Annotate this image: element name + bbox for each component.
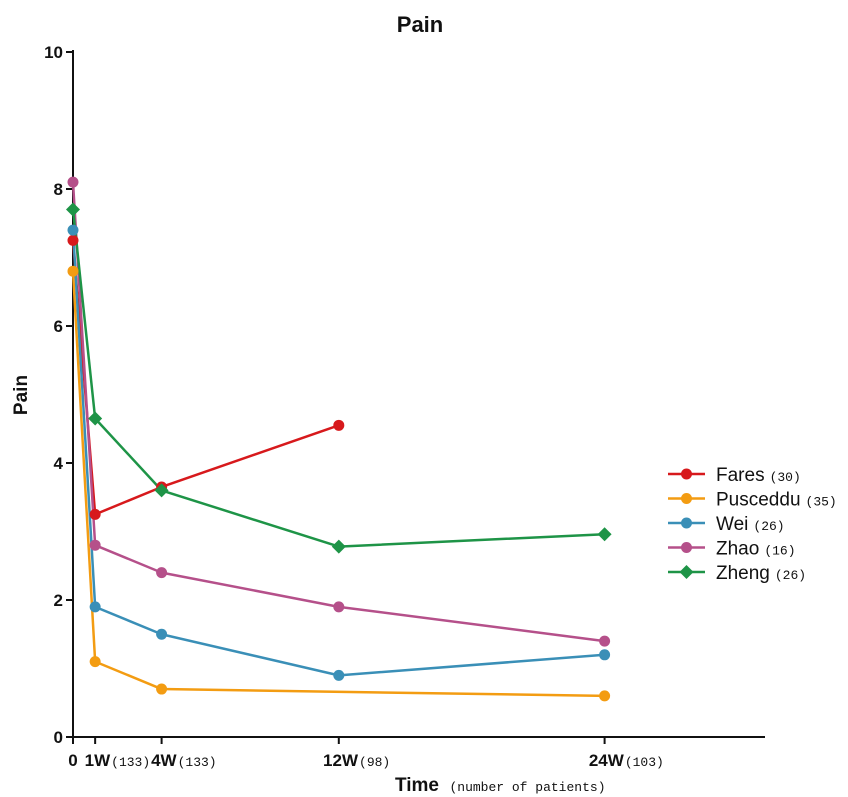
x-tick-count: (103) <box>625 755 664 770</box>
x-tick-label: 12W(98) <box>323 751 390 770</box>
y-tick-label: 6 <box>54 317 63 336</box>
legend-marker <box>681 517 692 529</box>
point-zhao <box>89 539 101 551</box>
point-wei <box>599 649 611 661</box>
point-wei <box>67 224 79 236</box>
legend-label: Fares (30) <box>716 465 801 486</box>
x-tick-label: 4W(133) <box>151 751 217 770</box>
legend-item-fares: Fares (30) <box>668 465 801 486</box>
point-zheng <box>597 527 612 542</box>
x-tick-count: (133) <box>111 755 150 770</box>
y-axis-label: Pain <box>11 375 32 415</box>
x-ticks: 0 1W(133) 4W(133) 12W(98) 24W(103) <box>68 737 664 770</box>
legend-marker <box>681 468 692 480</box>
point-zhao <box>156 567 168 579</box>
point-fares <box>89 508 101 520</box>
legend-label: Zheng (26) <box>716 563 806 584</box>
legend-marker <box>679 565 694 579</box>
y-tick-label: 8 <box>54 180 63 199</box>
legend-label: Zhao (16) <box>716 539 796 560</box>
legend-label: Pusceddu (35) <box>716 490 837 511</box>
legend-item-zheng: Zheng (26) <box>668 563 806 584</box>
x-tick-label: 0 <box>68 751 77 770</box>
legend-series-name: Wei <box>716 514 748 535</box>
x-tick-text: 0 <box>68 751 77 770</box>
y-ticks: 0 2 4 6 8 10 <box>44 43 73 747</box>
chart-title: Pain <box>397 12 443 37</box>
legend: Fares (30) Pusceddu (35) Wei (26) Zhao (16) Zhen… <box>668 465 837 584</box>
x-axis-title: Time (number of patients) <box>395 775 606 796</box>
x-tick-text: 4W <box>151 751 177 770</box>
series-markers <box>66 176 612 702</box>
series-line-zheng <box>71 209 605 548</box>
x-tick-label: 1W(133) <box>85 751 151 770</box>
point-pusceddu <box>89 656 101 668</box>
point-wei <box>89 601 101 613</box>
x-tick-text: 1W <box>85 751 111 770</box>
x-axis-label: Time <box>395 775 439 796</box>
y-tick-label: 2 <box>54 591 63 610</box>
y-tick-label: 0 <box>54 728 63 747</box>
legend-series-name: Zheng <box>716 563 770 584</box>
y-tick-label: 10 <box>44 43 63 62</box>
point-zhao <box>333 601 345 613</box>
series-lines <box>71 182 605 698</box>
point-zhao <box>599 635 611 647</box>
point-pusceddu <box>67 265 79 277</box>
legend-series-count: (26) <box>775 568 806 583</box>
point-fares <box>67 234 79 246</box>
point-pusceddu <box>156 683 168 695</box>
point-zheng <box>331 539 346 554</box>
x-tick-text: 12W <box>323 751 359 770</box>
legend-series-count: (16) <box>764 544 795 559</box>
legend-series-count: (30) <box>770 470 801 485</box>
y-tick-label: 4 <box>54 454 64 473</box>
legend-series-name: Pusceddu <box>716 490 801 511</box>
point-wei <box>333 669 345 681</box>
legend-item-zhao: Zhao (16) <box>668 539 796 560</box>
point-zheng <box>66 202 80 217</box>
legend-series-name: Zhao <box>716 539 759 560</box>
legend-marker <box>681 493 692 504</box>
axes <box>72 50 765 738</box>
series-line-fares <box>71 240 340 516</box>
point-zhao <box>67 176 79 188</box>
legend-label: Wei (26) <box>716 514 785 535</box>
legend-series-count: (26) <box>753 519 784 534</box>
point-wei <box>156 628 168 640</box>
x-tick-count: (98) <box>359 755 390 770</box>
point-zheng <box>154 483 169 498</box>
series-line-zhao <box>71 182 605 643</box>
legend-marker <box>681 542 692 553</box>
legend-series-count: (35) <box>806 495 837 510</box>
x-tick-text: 24W <box>589 751 625 770</box>
legend-item-pusceddu: Pusceddu (35) <box>668 490 837 511</box>
x-axis-note: (number of patients) <box>449 780 605 795</box>
legend-series-name: Fares <box>716 465 765 486</box>
point-fares <box>333 419 345 431</box>
legend-item-wei: Wei (26) <box>668 514 785 535</box>
point-pusceddu <box>599 690 611 702</box>
x-tick-count: (133) <box>178 755 217 770</box>
x-tick-label: 24W(103) <box>589 751 664 770</box>
series-line-pusceddu <box>71 271 605 698</box>
point-zheng <box>88 411 103 426</box>
